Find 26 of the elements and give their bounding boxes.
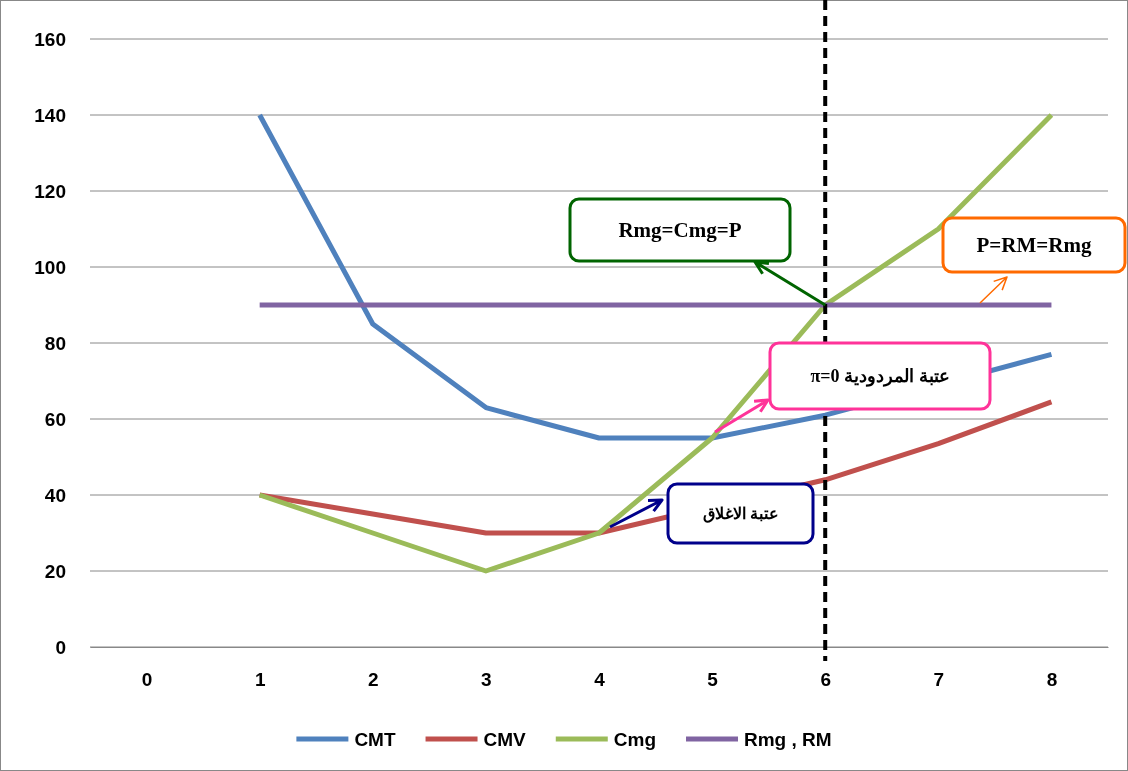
y-tick-label: 160 [34, 28, 66, 50]
annotation: P=RM=Rmg [976, 233, 1092, 258]
x-tick-label: 0 [141, 669, 153, 691]
x-tick-label: 8 [1046, 669, 1058, 691]
y-tick-label: 20 [44, 560, 66, 582]
x-tick-label: 4 [594, 669, 606, 691]
annotation: عتبة الاغلاق [702, 505, 779, 524]
y-tick-label: 100 [34, 256, 66, 278]
annotation: Rmg=Cmg=P [618, 218, 742, 243]
y-tick-label: 140 [34, 104, 66, 126]
legend-label: Cmg [613, 729, 657, 750]
annotation: عتبة المردودية π=0 [810, 366, 950, 388]
x-tick-label: 5 [707, 669, 719, 691]
legend-label: CMV [483, 729, 527, 750]
x-tick-label: 7 [933, 669, 945, 691]
x-tick-label: 6 [820, 669, 832, 691]
y-tick-label: 80 [44, 332, 66, 354]
y-tick-label: 40 [44, 484, 66, 506]
x-tick-label: 1 [254, 669, 266, 691]
legend-label: Rmg , RM [744, 729, 832, 750]
legend-label: CMT [354, 729, 396, 750]
x-tick-label: 3 [481, 669, 492, 691]
y-tick-label: 0 [55, 636, 66, 658]
y-tick-label: 120 [34, 180, 66, 202]
x-tick-label: 2 [367, 669, 379, 691]
y-tick-label: 60 [44, 408, 66, 430]
